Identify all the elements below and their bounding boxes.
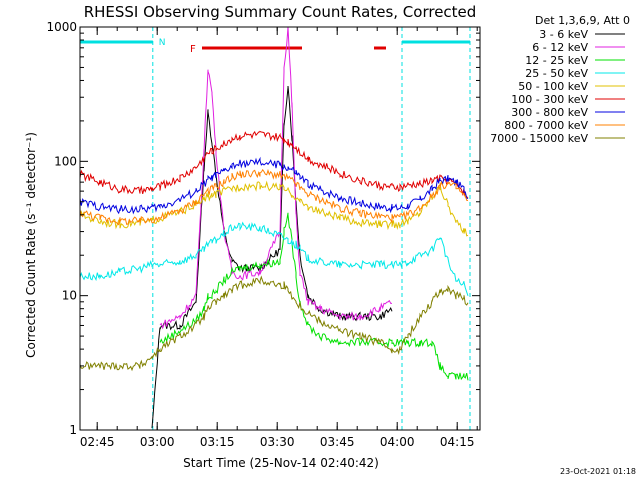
x-tick-label: 03:00: [140, 435, 175, 449]
legend-entry-label: 100 - 300 keV: [511, 93, 588, 106]
legend-entry-label: 12 - 25 keV: [525, 54, 588, 67]
series-line: [79, 221, 469, 296]
x-tick-label: 03:45: [320, 435, 355, 449]
legend-entry-label: 3 - 6 keV: [539, 28, 588, 41]
series-line: [79, 180, 469, 237]
timestamp: 23-Oct-2021 01:18: [560, 467, 636, 476]
legend-entry-label: 50 - 100 keV: [518, 80, 588, 93]
series-line: [159, 26, 392, 330]
y-tick-label: 1: [69, 423, 77, 437]
chart-title: RHESSI Observing Summary Count Rates, Co…: [84, 3, 477, 21]
x-tick-label: 02:45: [80, 435, 115, 449]
x-tick-label: 03:15: [200, 435, 235, 449]
legend-entry-label: 300 - 800 keV: [511, 106, 588, 119]
y-axis-label: Corrected Count Rate (s⁻¹ detector⁻¹): [24, 132, 38, 358]
series-line: [151, 85, 393, 429]
flag-bars: NF: [80, 27, 471, 430]
x-tick-label: 03:30: [260, 435, 295, 449]
x-tick-label: 04:15: [440, 435, 475, 449]
legend-entry-label: 800 - 7000 keV: [504, 119, 588, 132]
series-lines: [79, 26, 469, 429]
legend-entry-label: 6 - 12 keV: [532, 41, 588, 54]
flare-flag-label: F: [190, 44, 196, 55]
series-line: [79, 275, 469, 372]
x-axis-label: Start Time (25-Nov-14 02:40:42): [183, 456, 379, 470]
legend-header: Det 1,3,6,9, Att 0: [535, 14, 630, 27]
axes: 1 10 100 1000 02:45 03:00 03:15 03:30 03:45 04:00…: [46, 20, 481, 449]
legend-entry-label: 7000 - 15000 keV: [490, 132, 588, 145]
y-tick-label: 100: [54, 154, 77, 168]
x-tick-label: 04:00: [380, 435, 415, 449]
y-tick-label: 10: [62, 289, 77, 303]
plot-frame: [79, 26, 481, 431]
y-tick-label: 1000: [46, 20, 77, 34]
series-line: [159, 212, 469, 381]
series-line: [79, 156, 469, 215]
series-line: [79, 168, 469, 226]
night-flag-label: N: [159, 38, 166, 48]
legend-entry-label: 25 - 50 keV: [525, 67, 588, 80]
series-line: [79, 130, 469, 199]
